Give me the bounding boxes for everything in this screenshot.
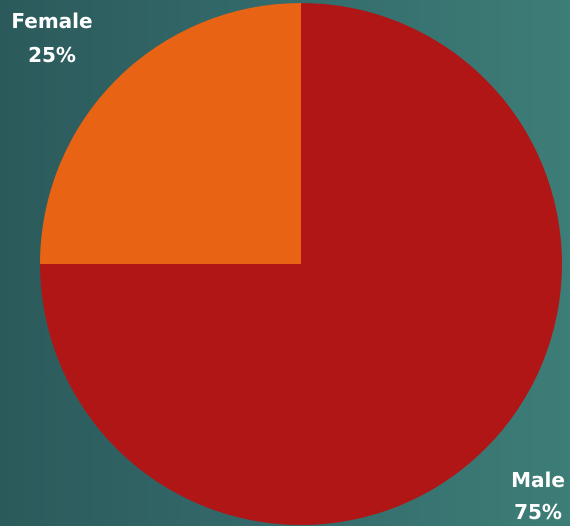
label-female-name: Female bbox=[11, 9, 92, 33]
label-male: Male 75% bbox=[511, 468, 565, 524]
pie-slice-female bbox=[40, 3, 301, 264]
pie-slices bbox=[40, 3, 562, 525]
label-male-value: 75% bbox=[514, 500, 562, 524]
label-female-value: 25% bbox=[28, 43, 76, 67]
label-female: Female 25% bbox=[11, 9, 92, 67]
label-male-name: Male bbox=[511, 468, 565, 492]
